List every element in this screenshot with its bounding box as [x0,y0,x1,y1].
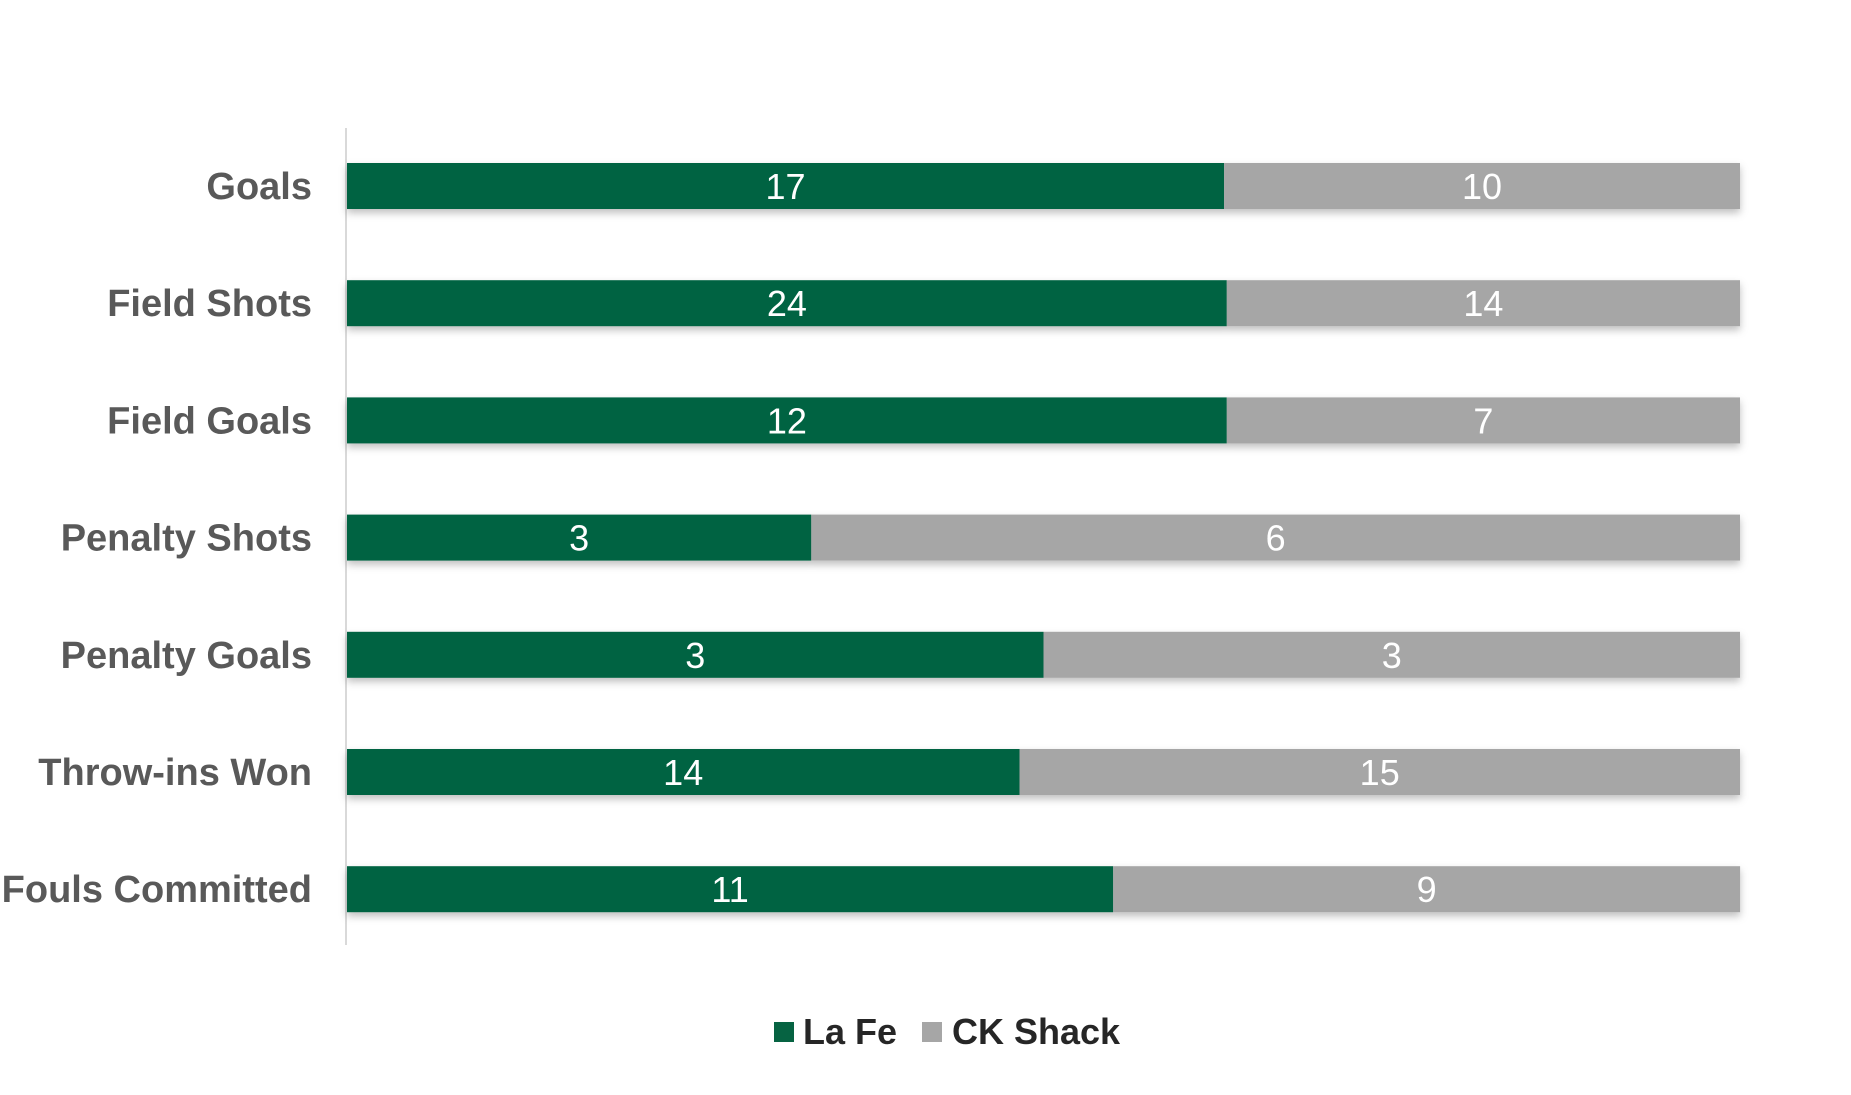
bar-la-fe-penalty-shots [347,514,812,561]
data-label-la-fe-goals: 17 [765,166,805,207]
category-labels: Goals Field Shots Field Goals Penalty Shots… [2,166,312,911]
bar-ck-shack-penalty-shots [811,514,1740,561]
bar-row-goals [347,163,1740,209]
data-label-ck-shack-fouls-committed: 9 [1417,869,1437,910]
category-label-field-goals: Field Goals [107,400,312,442]
bar-la-fe-throw-ins-won [347,749,1020,795]
data-label-ck-shack-penalty-goals: 3 [1382,635,1402,676]
bar-ck-shack-fouls-committed [1113,866,1741,913]
data-label-la-fe-penalty-goals: 3 [685,635,705,676]
bar-ck-shack-field-goals [1226,397,1740,444]
bar-row-penalty-goals [347,631,1740,678]
bar-ck-shack-goals [1224,163,1740,209]
legend-swatch-la-fe [774,1022,794,1042]
data-label-ck-shack-field-shots: 14 [1463,283,1503,324]
category-label-penalty-shots: Penalty Shots [61,518,312,560]
data-label-la-fe-field-goals: 12 [767,400,807,441]
data-label-la-fe-fouls-committed: 11 [711,869,748,910]
bar-ck-shack-penalty-goals [1043,631,1740,678]
bar-la-fe-fouls-committed [347,866,1114,913]
bar-row-throw-ins-won [347,749,1740,795]
data-label-ck-shack-field-goals: 7 [1473,400,1493,441]
bar-row-penalty-shots [347,514,1740,561]
data-label-ck-shack-throw-ins-won: 15 [1360,752,1400,793]
category-label-fouls-committed: Fouls Committed [2,869,312,911]
data-label-ck-shack-penalty-shots: 6 [1266,518,1286,559]
bars-layer: 17 10 24 14 12 7 3 6 3 3 14 15 11 9 [347,163,1741,913]
legend-label-ck-shack: CK Shack [952,1011,1121,1052]
bar-ck-shack-throw-ins-won [1019,749,1740,795]
bar-row-fouls-committed [347,866,1741,913]
bar-la-fe-goals [347,163,1225,209]
data-label-la-fe-field-shots: 24 [767,283,807,324]
bar-la-fe-penalty-goals [347,631,1044,678]
data-label-ck-shack-goals: 10 [1462,166,1502,207]
bar-la-fe-field-goals [347,397,1227,444]
data-label-la-fe-penalty-shots: 3 [569,518,589,559]
bar-row-field-shots [347,280,1740,327]
legend-swatch-ck-shack [922,1022,942,1042]
category-label-penalty-goals: Penalty Goals [61,635,312,677]
data-label-la-fe-throw-ins-won: 14 [663,752,703,793]
legend: La Fe CK Shack [774,1011,1121,1052]
bar-ck-shack-field-shots [1226,280,1740,327]
category-label-goals: Goals [206,166,312,208]
bar-row-field-goals [347,397,1740,444]
bar-la-fe-field-shots [347,280,1227,327]
category-label-throw-ins-won: Throw-ins Won [38,752,312,794]
legend-item-ck-shack: CK Shack [922,1011,1121,1052]
category-label-field-shots: Field Shots [107,283,312,325]
legend-item-la-fe: La Fe [774,1011,897,1052]
legend-label-la-fe: La Fe [803,1011,897,1052]
